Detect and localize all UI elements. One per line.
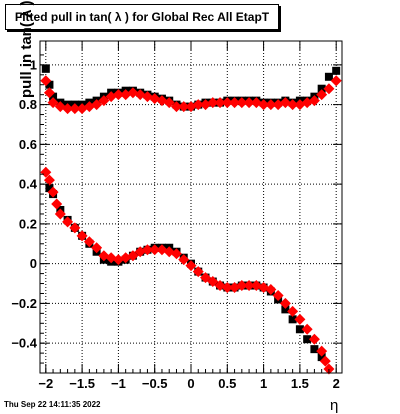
data-point-red — [214, 97, 226, 109]
data-point-red — [112, 89, 124, 101]
data-point-red — [200, 272, 212, 284]
data-point-black — [317, 353, 326, 362]
y-axis-label: pull in tan( λ ) — [18, 0, 35, 99]
grid-lines — [40, 41, 342, 373]
x-tick-label: 2 — [333, 376, 340, 391]
data-point-red — [287, 305, 299, 317]
data-point-black — [45, 80, 54, 89]
data-point-red — [330, 75, 342, 87]
data-point-red — [178, 254, 190, 266]
x-axis-label: η — [330, 397, 339, 414]
data-point-red — [163, 97, 175, 109]
data-point-red — [178, 101, 190, 113]
data-point-black — [317, 84, 326, 93]
data-point-red — [51, 198, 63, 210]
axis-ticks: −2 −1.5 −1 −0.5 0 0.5 1 1.5 2 −0.4 −0.2 0 0.2 0.4 0.6 0… — [11, 41, 342, 391]
data-point-red — [236, 280, 248, 292]
x-tick-label: 1.5 — [291, 376, 309, 391]
data-point-black — [288, 315, 297, 324]
x-tick-label: 1 — [260, 376, 267, 391]
data-point-red — [265, 284, 277, 296]
data-point-red — [40, 166, 52, 178]
data-point-red — [265, 99, 277, 111]
data-point-red — [279, 297, 291, 309]
data-point-red — [43, 87, 55, 99]
data-point-red — [294, 313, 306, 325]
data-point-black — [49, 92, 58, 101]
data-point-red — [192, 99, 204, 111]
data-point-red — [316, 89, 328, 101]
data-point-red — [98, 95, 110, 107]
x-tick-label: −1 — [111, 376, 126, 391]
data-point-red — [91, 99, 103, 111]
data-point-red — [207, 97, 219, 109]
data-point-red — [272, 289, 284, 301]
data-point-red — [120, 252, 132, 264]
data-point-red — [69, 222, 81, 234]
data-point-red — [76, 230, 88, 242]
data-point-red — [192, 266, 204, 278]
y-tick-label: 0 — [30, 256, 37, 271]
data-point-red — [308, 95, 320, 107]
data-point-red — [62, 103, 74, 115]
x-tick-label: −2 — [38, 376, 53, 391]
data-point-red — [149, 244, 161, 256]
data-point-red — [170, 101, 182, 113]
data-point-red — [258, 99, 270, 111]
data-series — [40, 64, 342, 375]
data-point-red — [319, 355, 331, 367]
data-point-red — [43, 174, 55, 186]
data-point-red — [301, 323, 313, 335]
y-tick-label: −0.2 — [11, 296, 37, 311]
x-tick-label: −1.5 — [69, 376, 95, 391]
data-point-red — [287, 99, 299, 111]
data-point-red — [91, 242, 103, 254]
data-point-red — [207, 276, 219, 288]
data-point-red — [221, 282, 233, 294]
data-point-red — [40, 75, 52, 87]
data-point-black — [310, 345, 319, 354]
data-point-red — [47, 186, 59, 198]
x-tick-label: −0.5 — [142, 376, 168, 391]
data-point-red — [141, 244, 153, 256]
y-tick-label: 0.2 — [19, 216, 37, 231]
data-point-black — [281, 305, 290, 314]
chart-title: Fitted pull in tan( λ ) for Global Rec A… — [5, 4, 279, 30]
data-point-red — [185, 260, 197, 272]
y-tick-label: −0.4 — [11, 336, 37, 351]
data-point-red — [243, 97, 255, 109]
data-point-black — [324, 72, 333, 81]
data-point-red — [170, 248, 182, 260]
timestamp-footer: Thu Sep 22 14:11:35 2022 — [4, 400, 101, 409]
y-tick-label: 0.8 — [19, 97, 37, 112]
data-point-red — [54, 208, 66, 220]
data-point-red — [69, 103, 81, 115]
data-point-black — [303, 335, 312, 344]
data-point-red — [62, 216, 74, 228]
data-point-red — [221, 97, 233, 109]
data-point-red — [83, 236, 95, 248]
y-tick-label: 0.6 — [19, 137, 37, 152]
x-tick-label: 0 — [187, 376, 194, 391]
data-point-red — [323, 83, 335, 95]
data-point-red — [47, 97, 59, 109]
data-point-red — [243, 280, 255, 292]
data-point-black — [332, 66, 341, 75]
data-point-red — [127, 250, 139, 262]
data-point-red — [236, 97, 248, 109]
y-tick-label: 0.4 — [19, 177, 38, 192]
data-point-red — [316, 345, 328, 357]
data-point-red — [229, 97, 241, 109]
data-point-black — [41, 64, 50, 73]
data-point-red — [308, 333, 320, 345]
data-point-black — [45, 184, 54, 193]
data-point-red — [120, 89, 132, 101]
data-point-black — [295, 325, 304, 334]
x-tick-label: 0.5 — [218, 376, 236, 391]
y-tick-label: 1 — [30, 57, 37, 72]
